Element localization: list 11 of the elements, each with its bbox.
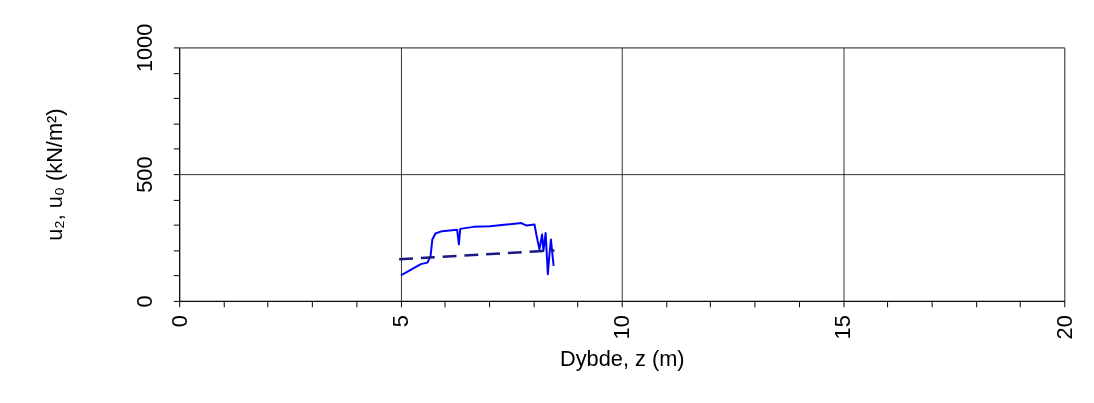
y-tick-label: 0 bbox=[131, 295, 157, 308]
y-tick-label: 1000 bbox=[131, 23, 157, 73]
x-tick-label: 0 bbox=[166, 315, 192, 328]
x-axis-title: Dybde, z (m) bbox=[559, 346, 685, 372]
x-tick-label: 5 bbox=[387, 315, 413, 328]
x-tick-label: 10 bbox=[609, 315, 635, 340]
y-axis-title: u₂, u₀ (kN/m²) bbox=[41, 108, 67, 241]
x-tick-label: 20 bbox=[1051, 315, 1077, 340]
line-series bbox=[399, 222, 555, 277]
y-tick-label: 500 bbox=[131, 156, 157, 193]
x-tick-label: 15 bbox=[830, 315, 856, 340]
